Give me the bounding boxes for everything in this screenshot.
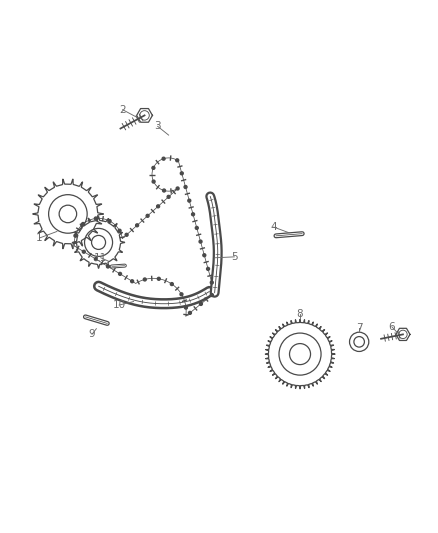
Text: 8: 8 [297, 309, 304, 319]
Circle shape [119, 272, 121, 276]
Circle shape [162, 157, 165, 160]
Circle shape [74, 234, 77, 237]
Circle shape [184, 306, 187, 309]
Circle shape [106, 265, 110, 268]
Circle shape [157, 205, 159, 208]
Circle shape [81, 222, 85, 225]
Circle shape [95, 257, 97, 261]
Circle shape [180, 293, 183, 296]
Circle shape [184, 185, 187, 189]
Circle shape [146, 214, 149, 217]
Circle shape [180, 172, 183, 175]
Circle shape [210, 294, 213, 296]
Circle shape [152, 166, 155, 169]
Circle shape [108, 220, 111, 222]
Circle shape [207, 268, 209, 270]
Circle shape [170, 282, 173, 286]
Circle shape [188, 311, 191, 314]
Circle shape [118, 229, 121, 232]
Circle shape [131, 280, 134, 282]
Circle shape [95, 217, 97, 220]
Text: 11: 11 [94, 253, 107, 263]
Text: 2: 2 [119, 104, 126, 115]
Circle shape [191, 213, 194, 216]
Text: 9: 9 [88, 329, 95, 340]
Text: 7: 7 [356, 323, 363, 333]
Circle shape [136, 224, 138, 227]
Circle shape [176, 159, 179, 162]
Circle shape [199, 303, 202, 305]
Circle shape [125, 233, 128, 236]
Text: 10: 10 [113, 300, 126, 310]
Circle shape [195, 227, 198, 229]
Text: 5: 5 [231, 252, 238, 262]
Circle shape [82, 251, 85, 253]
Circle shape [167, 196, 170, 198]
Text: 6: 6 [389, 322, 396, 332]
Circle shape [162, 189, 166, 192]
Circle shape [176, 187, 179, 190]
Text: 3: 3 [154, 122, 161, 131]
Circle shape [199, 240, 202, 243]
Circle shape [152, 180, 155, 183]
Circle shape [157, 277, 160, 280]
Circle shape [210, 281, 213, 284]
Circle shape [203, 254, 206, 257]
Text: 4: 4 [270, 222, 277, 232]
Circle shape [188, 199, 191, 202]
Text: 1: 1 [36, 233, 43, 243]
Circle shape [143, 278, 146, 281]
